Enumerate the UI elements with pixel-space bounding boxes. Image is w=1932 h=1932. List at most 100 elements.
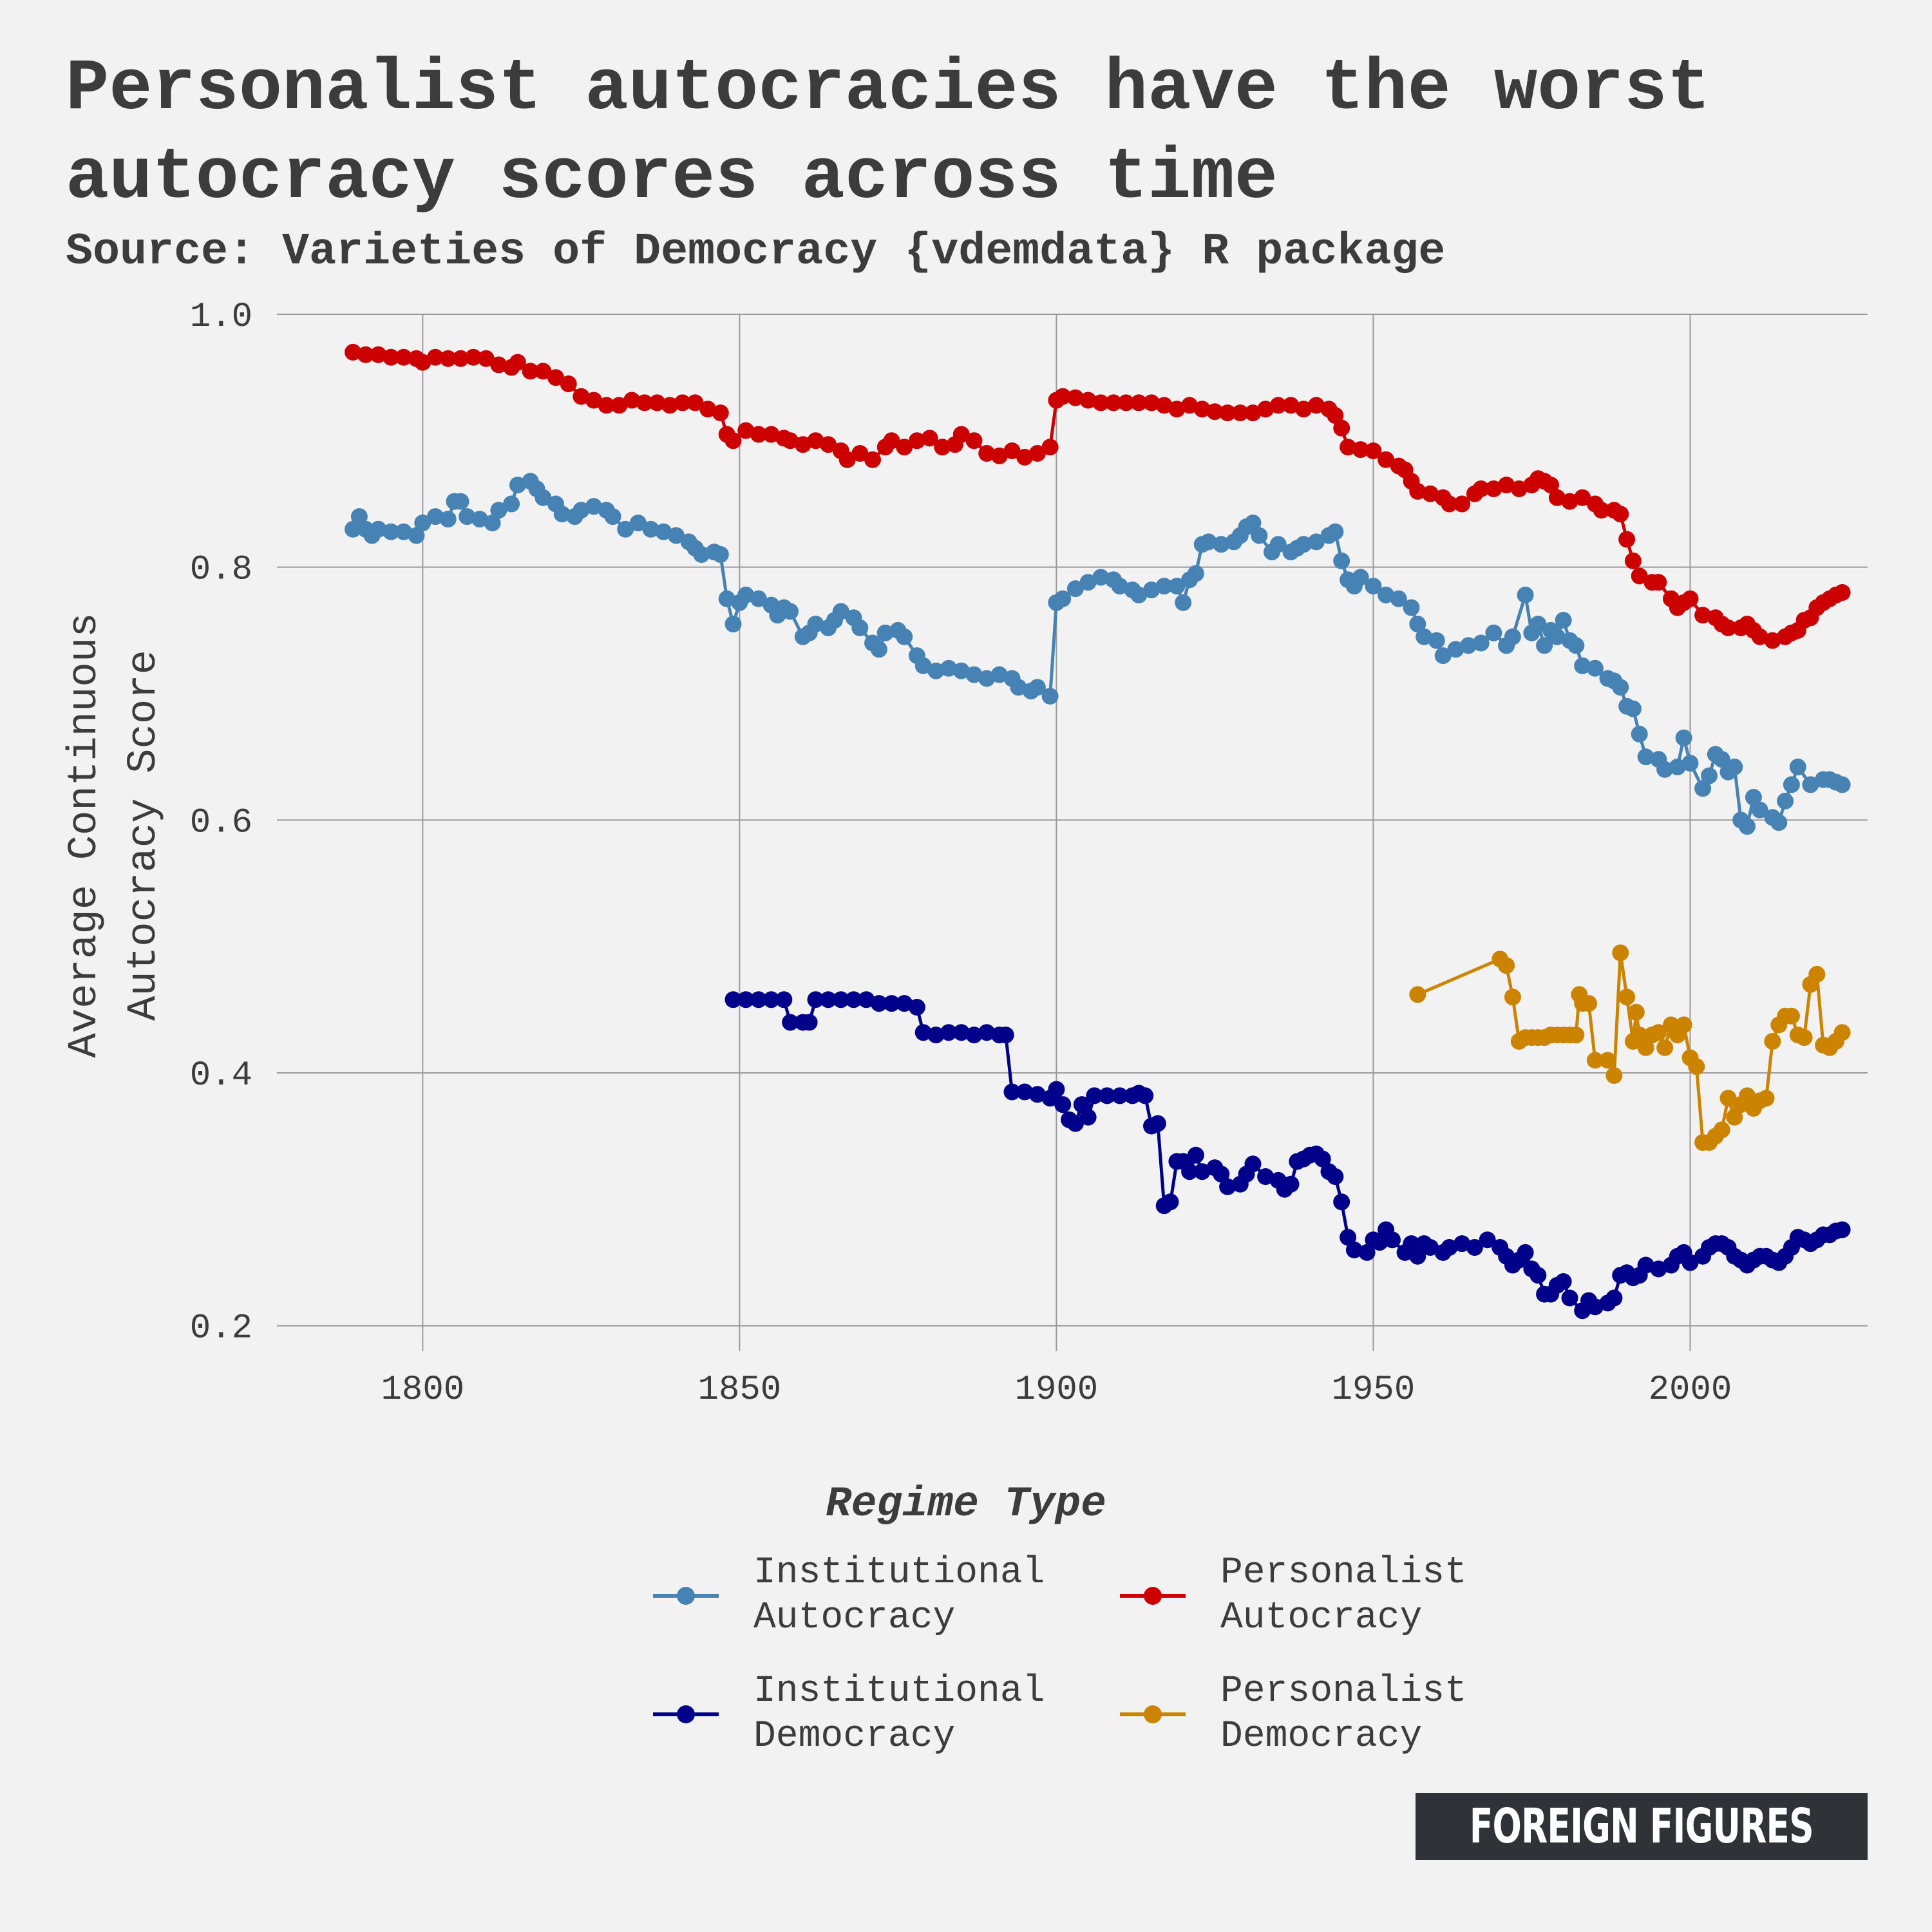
data-point [1231, 404, 1249, 422]
data-point [1099, 1087, 1116, 1104]
data-point [1517, 1244, 1534, 1261]
data-point [383, 523, 400, 540]
data-point [1384, 1231, 1401, 1249]
data-point [1162, 1193, 1179, 1211]
data-point [1681, 1254, 1699, 1271]
data-point [1764, 632, 1781, 649]
data-point [1460, 637, 1477, 654]
data-point [1428, 632, 1445, 649]
data-point [1567, 637, 1585, 654]
data-point [997, 1027, 1014, 1044]
data-point [1352, 441, 1369, 459]
data-point [1143, 394, 1160, 412]
data-point [427, 508, 444, 526]
data-point [724, 991, 742, 1009]
data-point [1561, 493, 1578, 510]
data-point [350, 508, 368, 526]
data-point [687, 394, 704, 412]
series-layer [345, 343, 1851, 1320]
data-point [1219, 404, 1236, 422]
data-point [439, 350, 457, 367]
data-point [832, 991, 849, 1009]
data-point [858, 991, 875, 1009]
data-point [1567, 1027, 1585, 1044]
data-point [1783, 776, 1800, 793]
data-point [1656, 761, 1674, 778]
data-point [490, 356, 507, 374]
data-point [952, 426, 970, 443]
data-point [1358, 1244, 1376, 1261]
data-point [623, 392, 641, 409]
data-point [573, 502, 590, 519]
data-point [1795, 1029, 1813, 1046]
data-point [1517, 586, 1534, 603]
data-point [1675, 1016, 1692, 1034]
data-point [573, 388, 590, 405]
y-tick-label: 0.2 [190, 1309, 252, 1349]
data-point [737, 422, 755, 439]
data-point [927, 662, 945, 679]
data-point [718, 590, 735, 607]
data-point [1073, 1096, 1090, 1113]
data-point [1530, 616, 1547, 632]
data-point [1739, 1087, 1756, 1104]
data-point [1574, 489, 1591, 506]
data-point [1454, 1235, 1471, 1253]
data-point [807, 432, 824, 450]
data-point [1485, 624, 1502, 641]
data-point [1092, 569, 1110, 586]
data-point [1555, 612, 1572, 629]
y-axis-label-line1: Average Continuous [62, 612, 108, 1057]
legend-label: Institutional Democracy [753, 1671, 1045, 1757]
y-axis-label-line2: Autocracy Score [121, 650, 167, 1021]
data-point [908, 999, 925, 1016]
data-point [1764, 1033, 1781, 1050]
data-point [832, 603, 849, 620]
data-point [750, 426, 767, 443]
data-point [1637, 748, 1654, 766]
data-point [896, 439, 913, 456]
data-point [1307, 397, 1325, 414]
data-point [1257, 401, 1274, 418]
data-point [750, 991, 767, 1009]
data-point [921, 430, 938, 447]
data-point [1694, 607, 1712, 624]
legend-item-personalist-autocracy: Personalist Autocracy [1117, 1551, 1584, 1641]
data-point [762, 991, 780, 1009]
data-point [1472, 634, 1490, 652]
data-point [1066, 1115, 1084, 1132]
data-point [1833, 1221, 1851, 1238]
data-point [1593, 502, 1610, 519]
y-tick-label: 1.0 [190, 298, 252, 337]
data-point [1155, 397, 1173, 414]
data-point [439, 511, 457, 528]
data-point [1054, 590, 1072, 607]
data-point [535, 489, 552, 506]
legend-label: Personalist Democracy [1220, 1671, 1467, 1757]
legend-item-personalist-democracy: Personalist Democracy [1117, 1669, 1584, 1759]
data-point [724, 432, 742, 450]
data-point [1206, 403, 1224, 421]
data-point [560, 375, 577, 392]
data-point [978, 670, 996, 687]
data-point [1627, 1003, 1645, 1021]
data-point [712, 404, 729, 422]
x-tick-label: 1800 [381, 1370, 465, 1410]
series-institutional-autocracy [345, 473, 1851, 835]
data-point [1669, 758, 1686, 775]
data-point [1422, 1239, 1439, 1256]
data-point [693, 546, 710, 563]
data-point [452, 493, 469, 510]
data-point [1605, 1067, 1623, 1084]
data-point [1548, 489, 1566, 506]
data-point [876, 624, 894, 641]
data-point [1542, 477, 1559, 494]
data-point [471, 511, 488, 528]
data-point [775, 991, 793, 1009]
data-point [585, 392, 602, 409]
data-point [762, 426, 780, 443]
data-point [820, 436, 837, 453]
data-point [1504, 628, 1521, 645]
data-point [1422, 485, 1439, 502]
data-point [1409, 1247, 1426, 1265]
